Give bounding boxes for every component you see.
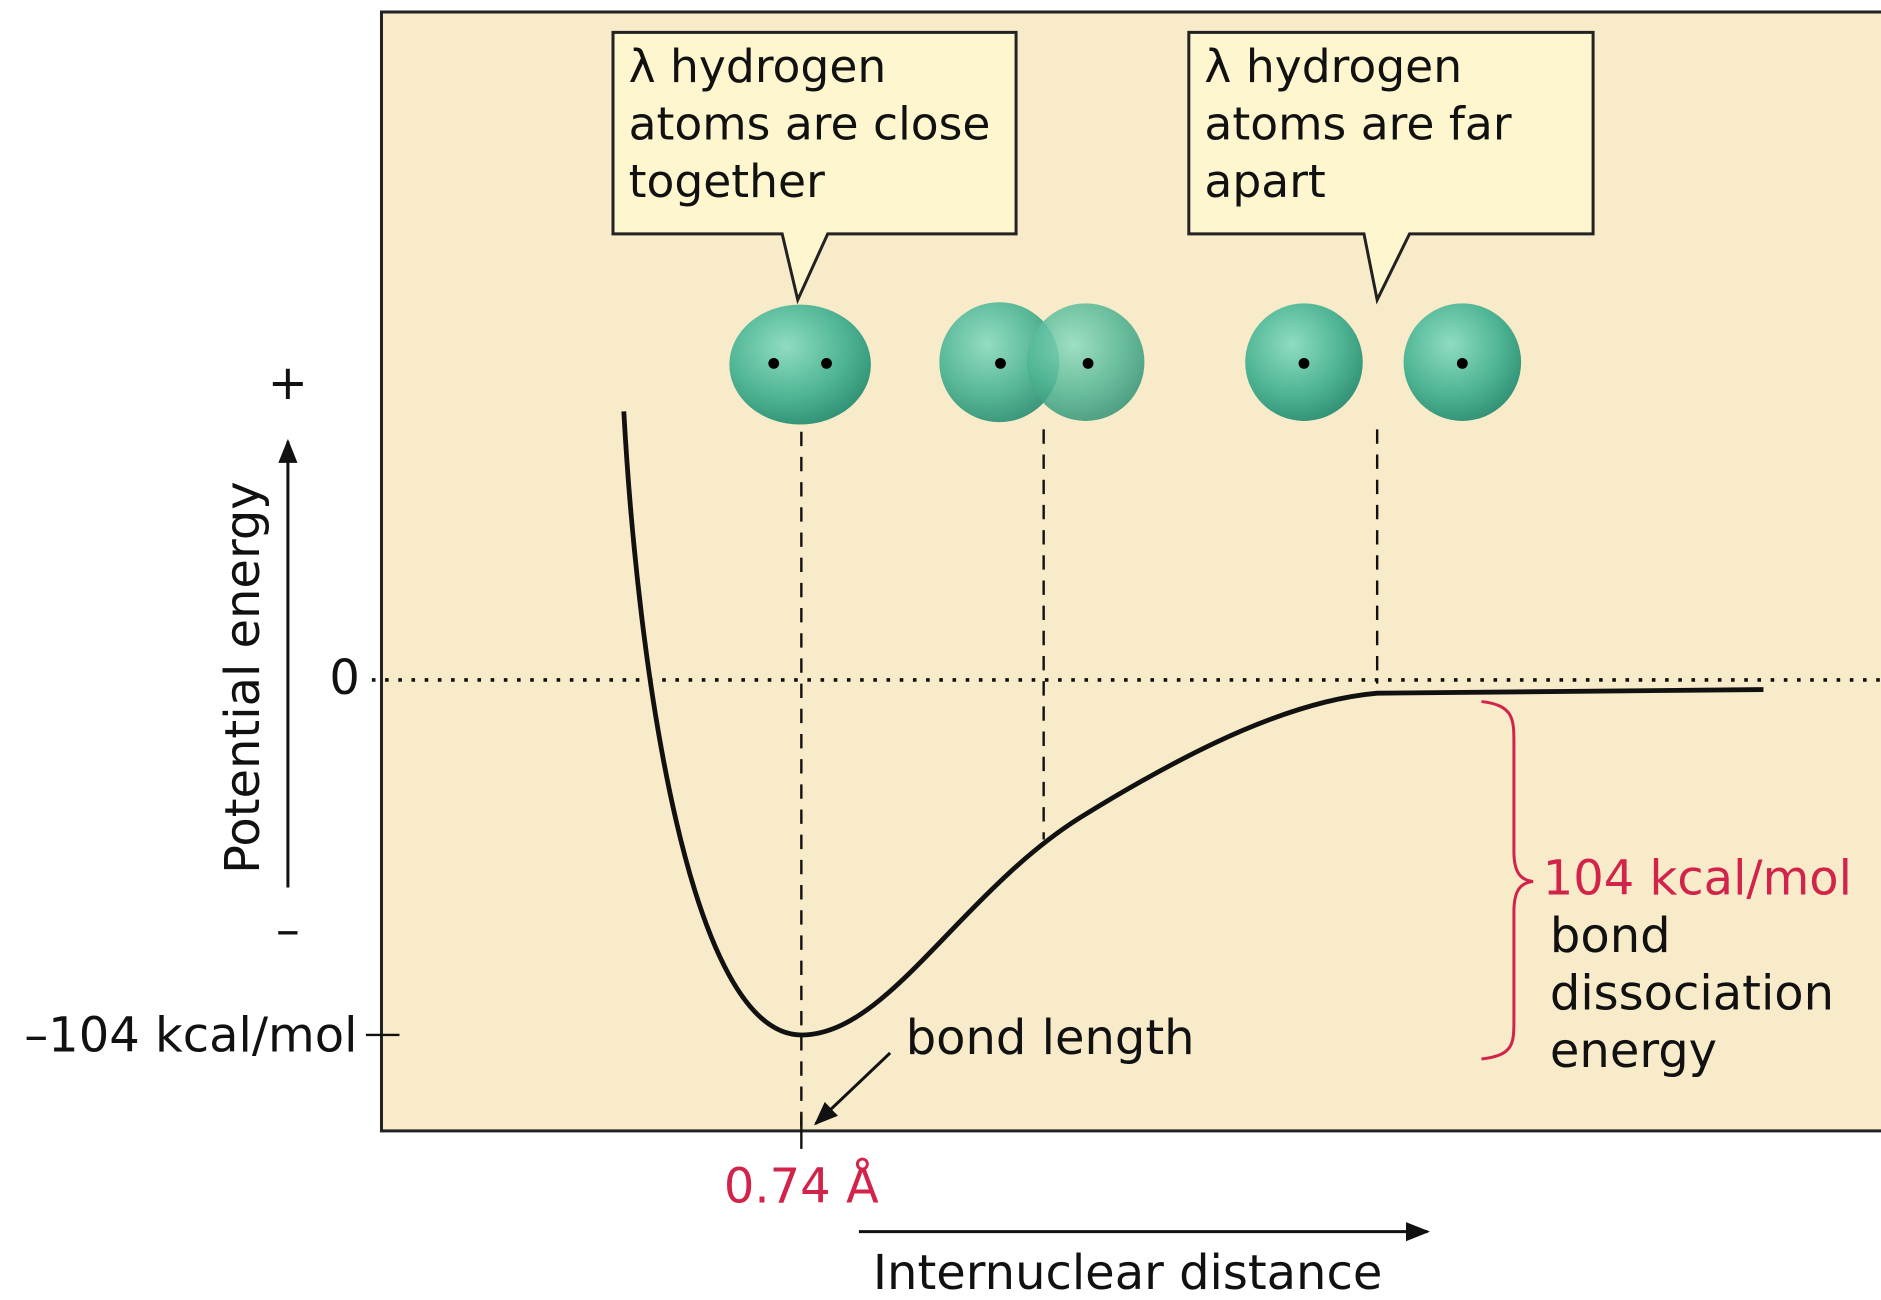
energy-line: energy <box>1550 1023 1717 1079</box>
page: λ hydrogenatoms are closetogetherλ hydro… <box>0 0 1881 1300</box>
nucleus <box>995 358 1006 369</box>
bond-length-label: bond length <box>906 1010 1195 1066</box>
zero-label: 0 <box>329 650 360 706</box>
nucleus <box>821 358 832 369</box>
y-plus: + <box>268 355 308 411</box>
y-axis-label: Potential energy <box>215 481 271 873</box>
nucleus <box>768 358 779 369</box>
y-minus: – <box>276 902 300 958</box>
nucleus <box>1083 358 1094 369</box>
x-axis-label: Internuclear distance <box>873 1245 1382 1300</box>
energy-line: bond <box>1550 908 1671 964</box>
callout-line: together <box>629 155 825 208</box>
callout-line: atoms are far <box>1204 98 1511 151</box>
nucleus <box>1299 358 1310 369</box>
callout-line: λ hydrogen <box>629 40 887 93</box>
atom <box>729 305 871 425</box>
callout-line: atoms are close <box>629 98 991 151</box>
min-label: –104 kcal/mol <box>24 1008 357 1064</box>
diagram: λ hydrogenatoms are closetogetherλ hydro… <box>0 0 1881 1300</box>
nucleus <box>1457 358 1468 369</box>
callout-line: λ hydrogen <box>1204 40 1462 93</box>
callout-line: apart <box>1204 155 1325 208</box>
energy-line: dissociation <box>1550 966 1834 1022</box>
bond-length-value: 0.74 Å <box>724 1158 879 1215</box>
energy-value: 104 kcal/mol <box>1543 850 1852 906</box>
